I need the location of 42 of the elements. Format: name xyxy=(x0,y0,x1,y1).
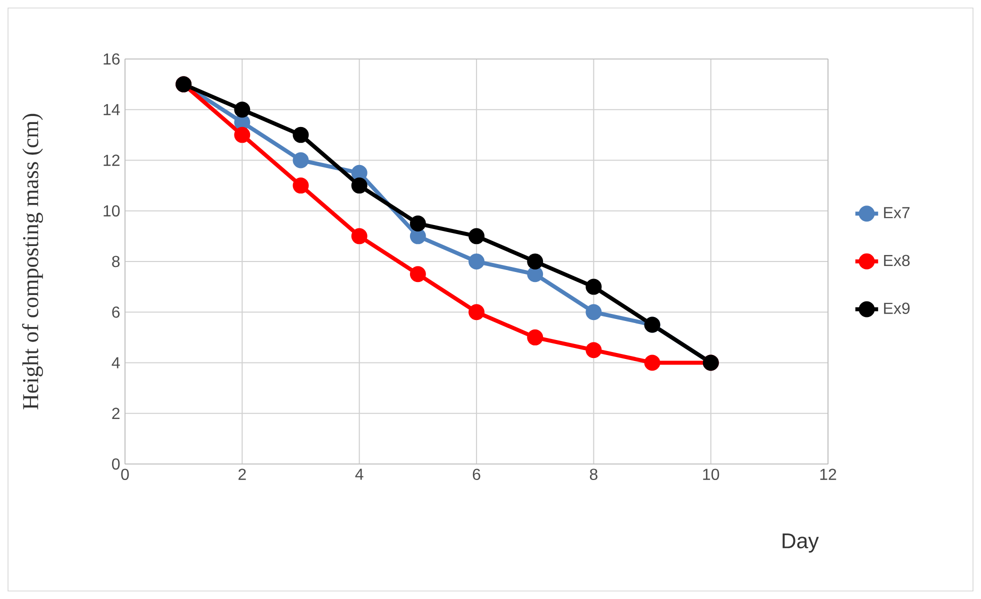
x-tick-label: 2 xyxy=(238,468,246,480)
legend-label: Ex7 xyxy=(884,207,910,218)
y-tick-label: 16 xyxy=(104,53,120,65)
y-tick-label: 10 xyxy=(104,205,120,217)
point xyxy=(586,278,602,295)
x-tick-label: 10 xyxy=(703,468,720,480)
point xyxy=(292,152,309,168)
y-tick-label: 2 xyxy=(112,408,120,419)
y-tick-label: 4 xyxy=(112,357,120,368)
point xyxy=(527,329,544,346)
point xyxy=(410,228,426,244)
point xyxy=(351,228,368,244)
point xyxy=(468,253,484,270)
x-axis-title: Day xyxy=(782,533,819,553)
point xyxy=(410,216,426,232)
point xyxy=(527,253,544,270)
point xyxy=(468,228,484,244)
point xyxy=(468,304,484,320)
x-tick-label: 4 xyxy=(355,468,364,480)
x-tick-label: 0 xyxy=(121,468,129,480)
point xyxy=(292,126,309,143)
x-tick-label: 6 xyxy=(472,468,480,480)
legend-label: Ex9 xyxy=(884,302,910,314)
y-tick-label: 14 xyxy=(104,104,120,116)
y-tick-label: 0 xyxy=(112,458,120,470)
y-tick-label: 12 xyxy=(104,154,120,166)
point xyxy=(644,354,660,371)
x-tick-label: 8 xyxy=(590,468,598,480)
x-tick-label: 12 xyxy=(820,468,836,480)
y-axis-title: Height of composting mass (cm) xyxy=(22,114,43,410)
point xyxy=(292,178,309,194)
point xyxy=(586,342,602,358)
point xyxy=(410,266,426,282)
y-tick-label: 6 xyxy=(112,306,120,318)
point xyxy=(351,164,368,181)
point xyxy=(234,102,250,118)
point xyxy=(351,178,368,194)
point xyxy=(527,266,544,282)
point xyxy=(234,126,250,143)
legend-label: Ex8 xyxy=(884,254,910,266)
point xyxy=(586,304,602,320)
y-tick-label: 8 xyxy=(112,256,120,268)
